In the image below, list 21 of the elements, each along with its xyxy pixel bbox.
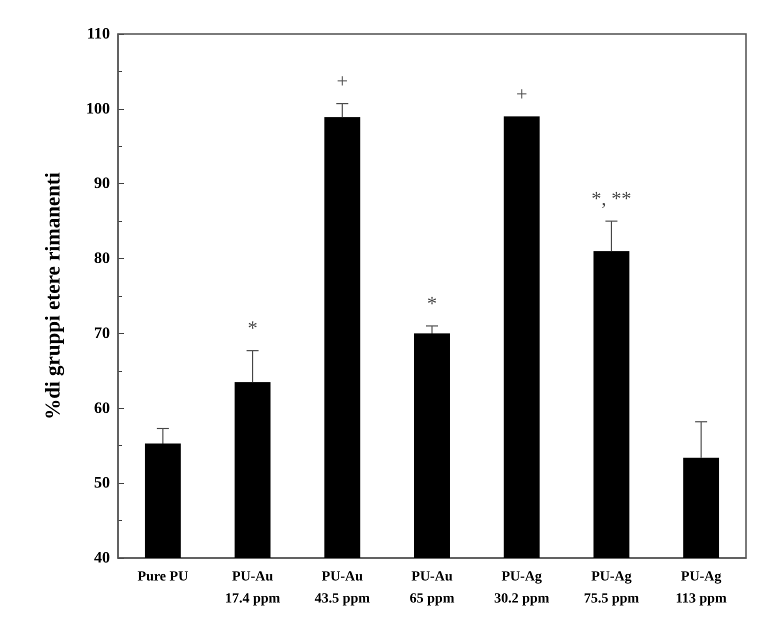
y-tick-label: 90 (94, 175, 110, 192)
y-tick-label: 70 (94, 324, 110, 342)
x-tick-label: Pure PU (138, 570, 188, 584)
y-tick-label: 40 (94, 550, 110, 566)
x-tick-label: PU-Au 43.5 ppm (314, 570, 370, 606)
y-tick-label: 50 (94, 474, 110, 492)
x-tick-label: PU-Au 65 ppm (410, 570, 455, 606)
x-tick-label: PU-Ag 30.2 ppm (494, 570, 550, 606)
annotation: * (427, 292, 437, 315)
annotation: *, ** (591, 188, 632, 210)
annotation: * (248, 318, 258, 340)
y-tick-label: 110 (86, 26, 110, 42)
x-tick-label: PU-Ag 75.5 ppm (584, 570, 640, 606)
annotation: + (516, 83, 528, 106)
y-tick-label: 80 (94, 250, 110, 268)
x-tick-label: PU-Au 17.4 ppm (224, 570, 281, 606)
y-axis-title: %di gruppi etere rimanenti (40, 172, 64, 420)
x-tick-label: PU-Ag 113 ppm (676, 570, 727, 606)
annotation: + (336, 70, 348, 93)
y-tick-label: 60 (94, 400, 110, 417)
y-tick-label: 100 (86, 100, 110, 118)
